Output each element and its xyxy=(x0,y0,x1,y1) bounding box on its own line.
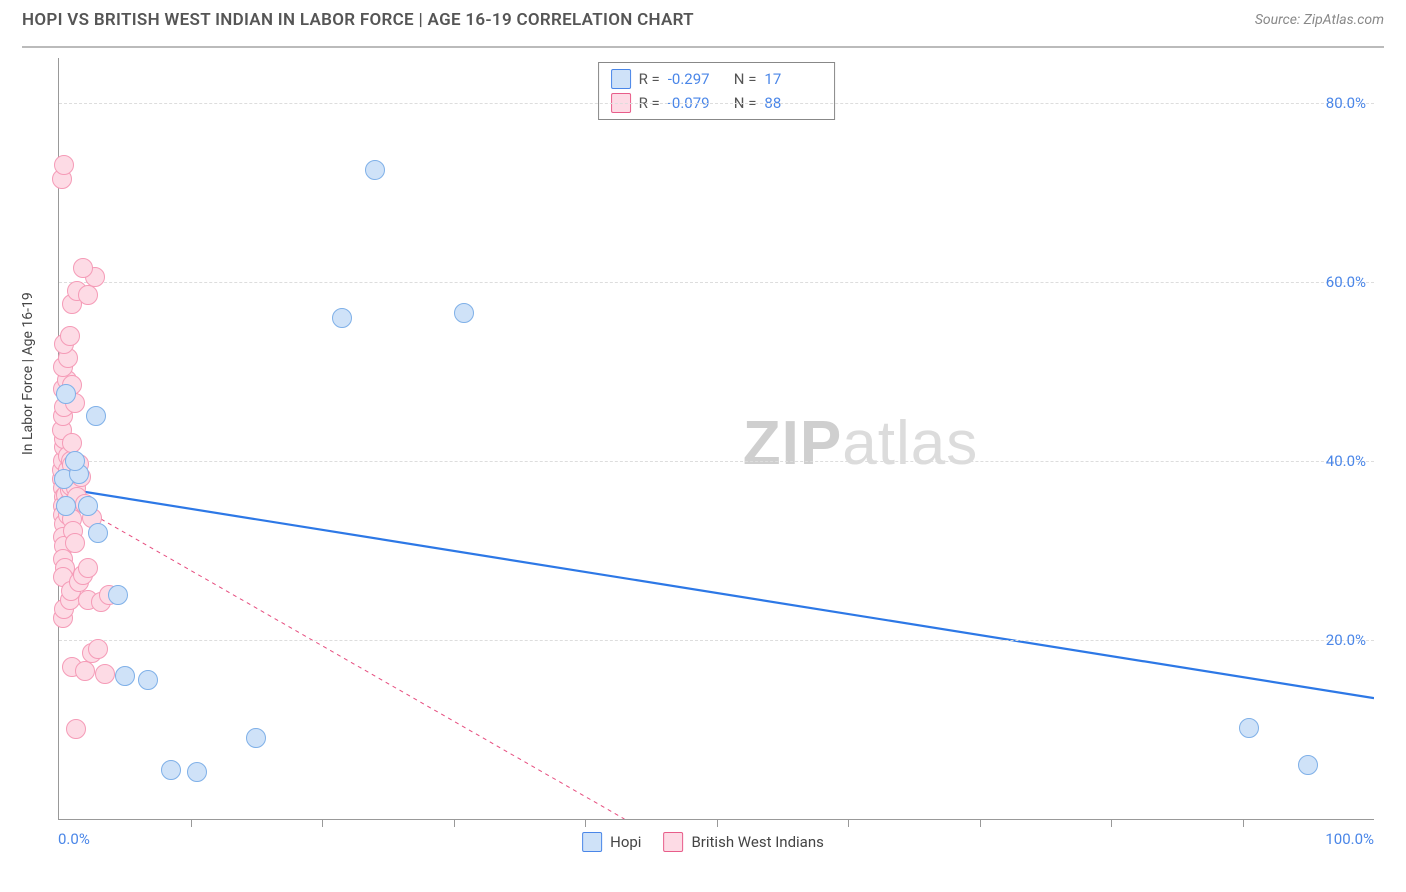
data-point xyxy=(454,303,474,323)
legend-item: Hopi xyxy=(582,832,641,852)
data-point xyxy=(60,326,80,346)
legend-swatch xyxy=(611,69,631,89)
data-point xyxy=(246,728,266,748)
data-point xyxy=(1298,755,1318,775)
data-point xyxy=(65,451,85,471)
legend-item: British West Indians xyxy=(663,832,823,852)
x-tick xyxy=(191,819,192,827)
x-tick xyxy=(980,819,981,827)
x-tick xyxy=(322,819,323,827)
gridline xyxy=(59,103,1374,104)
data-point xyxy=(1239,718,1259,738)
data-point xyxy=(62,433,82,453)
data-point xyxy=(332,308,352,328)
chart-title: HOPI VS BRITISH WEST INDIAN IN LABOR FOR… xyxy=(22,10,694,30)
y-tick-label: 60.0% xyxy=(1326,273,1366,291)
data-point xyxy=(108,585,128,605)
data-point xyxy=(115,666,135,686)
data-point xyxy=(365,160,385,180)
data-point xyxy=(78,558,98,578)
y-axis-label: In Labor Force | Age 16-19 xyxy=(20,292,36,455)
x-tick xyxy=(1111,819,1112,827)
x-tick xyxy=(1243,819,1244,827)
y-tick-label: 20.0% xyxy=(1326,631,1366,649)
data-point xyxy=(86,406,106,426)
data-point xyxy=(56,384,76,404)
y-tick-label: 80.0% xyxy=(1326,94,1366,112)
data-point xyxy=(75,661,95,681)
series-legend: Hopi British West Indians xyxy=(582,832,824,852)
data-point xyxy=(73,258,93,278)
x-axis-end-label: 100.0% xyxy=(1325,830,1374,848)
plot-area: ZIPatlas R = -0.297N = 17R = -0.079N = 8… xyxy=(58,58,1374,820)
x-tick xyxy=(585,819,586,827)
watermark: ZIPatlas xyxy=(743,408,978,479)
data-point xyxy=(56,496,76,516)
x-tick xyxy=(717,819,718,827)
data-point xyxy=(88,523,108,543)
x-axis-start-label: 0.0% xyxy=(58,830,90,848)
data-point xyxy=(66,719,86,739)
data-point xyxy=(88,639,108,659)
x-tick xyxy=(454,819,455,827)
legend-swatch xyxy=(582,832,602,852)
data-point xyxy=(161,760,181,780)
data-point xyxy=(138,670,158,690)
stats-legend: R = -0.297N = 17R = -0.079N = 88 xyxy=(598,62,836,120)
source-credit: Source: ZipAtlas.com xyxy=(1255,12,1384,28)
data-point xyxy=(78,285,98,305)
stats-legend-row: R = -0.297N = 17 xyxy=(611,67,823,91)
legend-swatch xyxy=(663,832,683,852)
gridline xyxy=(59,461,1374,462)
y-tick-label: 40.0% xyxy=(1326,452,1366,470)
data-point xyxy=(78,496,98,516)
gridline xyxy=(59,282,1374,283)
chart-container: In Labor Force | Age 16-19 ZIPatlas R = … xyxy=(22,46,1384,862)
data-point xyxy=(187,762,207,782)
data-point xyxy=(54,155,74,175)
gridline xyxy=(59,640,1374,641)
data-point xyxy=(65,533,85,553)
data-point xyxy=(95,664,115,684)
x-tick xyxy=(848,819,849,827)
trend-lines-layer xyxy=(59,58,1374,819)
